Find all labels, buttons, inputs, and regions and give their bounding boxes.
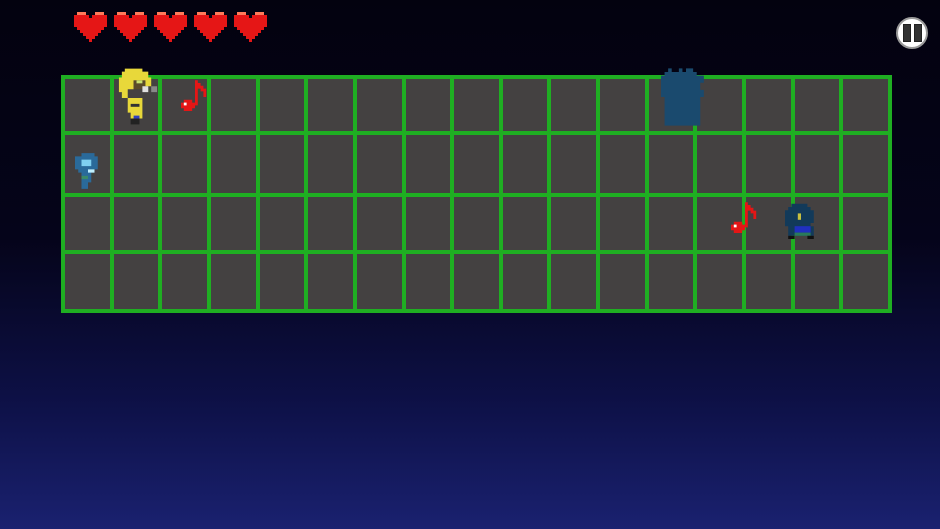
board-cell[interactable] <box>113 197 159 250</box>
board-cell[interactable] <box>600 197 645 250</box>
music-note-icon <box>731 202 757 233</box>
board-cell[interactable] <box>259 197 305 250</box>
board-cell[interactable] <box>356 197 402 250</box>
board-cell[interactable] <box>405 79 451 132</box>
pause-icon <box>913 24 922 42</box>
player-hero <box>118 68 158 125</box>
pause-icon <box>902 24 911 42</box>
board-cell[interactable] <box>794 135 840 194</box>
board-cell[interactable] <box>454 135 499 194</box>
heart-icon <box>74 12 107 42</box>
board-cell[interactable] <box>648 197 694 250</box>
board-cell[interactable] <box>697 135 743 194</box>
board-cell[interactable] <box>308 79 353 132</box>
heart-icon <box>234 12 267 42</box>
board-cell[interactable] <box>794 79 840 132</box>
board-cell[interactable] <box>356 253 402 309</box>
board-cell[interactable] <box>551 253 597 309</box>
music-note-icon <box>181 80 207 111</box>
board-cell[interactable] <box>405 197 451 250</box>
board-cell[interactable] <box>259 79 305 132</box>
board-cell[interactable] <box>454 197 499 250</box>
game-board[interactable] <box>61 75 892 313</box>
pause-button[interactable] <box>896 17 928 49</box>
board-cell[interactable] <box>162 197 207 250</box>
board-cell[interactable] <box>843 253 888 309</box>
board-cell[interactable] <box>697 79 743 132</box>
board-cell[interactable] <box>502 197 548 250</box>
board-cell[interactable] <box>600 253 645 309</box>
board-cell[interactable] <box>210 253 256 309</box>
board-cell[interactable] <box>551 135 597 194</box>
board-cell[interactable] <box>746 79 791 132</box>
board-cell[interactable] <box>843 79 888 132</box>
board-cell[interactable] <box>551 197 597 250</box>
board-cell[interactable] <box>600 135 645 194</box>
board-cell[interactable] <box>162 135 207 194</box>
board-cell[interactable] <box>405 253 451 309</box>
board-cell[interactable] <box>356 79 402 132</box>
board-cell[interactable] <box>308 197 353 250</box>
board-cell[interactable] <box>210 135 256 194</box>
board-cell[interactable] <box>259 253 305 309</box>
heart-icon <box>154 12 187 42</box>
board-cell[interactable] <box>210 197 256 250</box>
board-cell[interactable] <box>843 135 888 194</box>
board-cell[interactable] <box>113 135 159 194</box>
board-cell[interactable] <box>405 135 451 194</box>
board-cell[interactable] <box>502 135 548 194</box>
board-cell[interactable] <box>648 135 694 194</box>
board-cell[interactable] <box>600 79 645 132</box>
shadow-tower <box>661 68 704 126</box>
board-cell[interactable] <box>65 253 110 309</box>
heart-icon <box>194 12 227 42</box>
board-cell[interactable] <box>746 135 791 194</box>
board-cell[interactable] <box>502 79 548 132</box>
board-cell[interactable] <box>65 79 110 132</box>
board-cell[interactable] <box>454 79 499 132</box>
board-cell[interactable] <box>502 253 548 309</box>
board-cell[interactable] <box>843 197 888 250</box>
board-cell[interactable] <box>259 135 305 194</box>
board-cell[interactable] <box>356 135 402 194</box>
board-cell[interactable] <box>746 253 791 309</box>
board-cell[interactable] <box>308 253 353 309</box>
board-cell[interactable] <box>113 253 159 309</box>
board-cell[interactable] <box>65 197 110 250</box>
board-cell[interactable] <box>162 253 207 309</box>
board-cell[interactable] <box>648 253 694 309</box>
board-cell[interactable] <box>551 79 597 132</box>
board-cell[interactable] <box>746 197 791 250</box>
board-cell[interactable] <box>454 253 499 309</box>
board-cell[interactable] <box>210 79 256 132</box>
dark-enemy <box>785 203 814 239</box>
health-hearts <box>74 12 267 42</box>
heart-icon <box>114 12 147 42</box>
board-cell[interactable] <box>697 253 743 309</box>
ghost-ally <box>75 153 98 189</box>
board-cell[interactable] <box>794 253 840 309</box>
board-cell[interactable] <box>308 135 353 194</box>
